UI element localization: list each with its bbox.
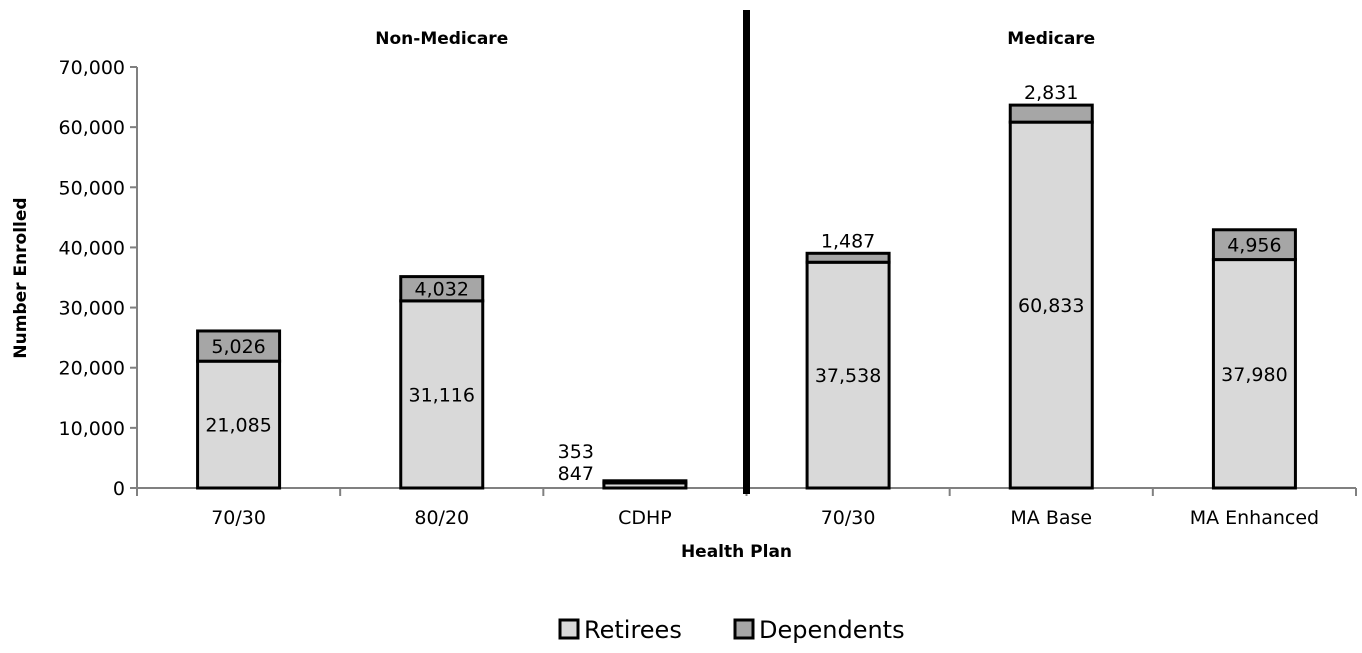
- y-tick-label: 0: [113, 478, 125, 500]
- data-label-dependents: 353: [558, 441, 594, 463]
- data-label-dependents: 1,487: [821, 230, 875, 252]
- x-tick-label: MA Base: [1010, 507, 1092, 529]
- data-label-retirees: 37,980: [1221, 364, 1287, 386]
- group-title: Non-Medicare: [375, 29, 508, 49]
- data-label-retirees: 21,085: [205, 415, 271, 437]
- bar-dependents: [196, 329, 282, 363]
- x-tick-label: 70/30: [211, 507, 266, 529]
- legend-swatch-dependents: [733, 618, 755, 640]
- y-tick-label: 50,000: [59, 177, 125, 199]
- bar-dependents: [602, 479, 688, 485]
- bar-retirees: [1211, 258, 1297, 490]
- data-label-dependents: 5,026: [211, 336, 265, 358]
- legend-label-retirees: Retirees: [584, 616, 682, 644]
- x-tick-label: 70/30: [821, 507, 876, 529]
- data-label-retirees: 37,538: [815, 365, 881, 387]
- legend-swatch-retirees: [558, 618, 580, 640]
- bar-retirees: [399, 299, 485, 490]
- bar-dependents: [399, 275, 485, 303]
- data-label-retirees: 847: [558, 463, 594, 485]
- bar-dependents: [1211, 228, 1297, 262]
- data-label-dependents: 4,956: [1227, 235, 1281, 257]
- x-tick-label: MA Enhanced: [1190, 507, 1319, 529]
- bar-retirees: [1008, 120, 1094, 490]
- bar-retirees: [805, 260, 891, 490]
- data-label-retirees: 60,833: [1018, 295, 1084, 317]
- y-tick-label: 30,000: [59, 298, 125, 320]
- bar-dependents: [805, 251, 891, 264]
- data-label-dependents: 4,032: [415, 279, 469, 301]
- y-tick-label: 40,000: [59, 237, 125, 259]
- x-tick-label: 80/20: [414, 507, 469, 529]
- data-label-retirees: 31,116: [409, 384, 475, 406]
- x-axis-title: Health Plan: [681, 542, 792, 562]
- data-label-dependents: 2,831: [1024, 82, 1078, 104]
- bar-retirees: [196, 359, 282, 490]
- y-tick-label: 70,000: [59, 57, 125, 79]
- y-tick-label: 20,000: [59, 358, 125, 380]
- y-tick-label: 60,000: [59, 117, 125, 139]
- bar-dependents: [1008, 103, 1094, 124]
- legend-label-dependents: Dependents: [759, 616, 905, 644]
- y-axis-title: Number Enrolled: [11, 197, 31, 358]
- group-title: Medicare: [1007, 29, 1095, 49]
- y-tick-label: 10,000: [59, 418, 125, 440]
- x-tick-label: CDHP: [618, 507, 672, 529]
